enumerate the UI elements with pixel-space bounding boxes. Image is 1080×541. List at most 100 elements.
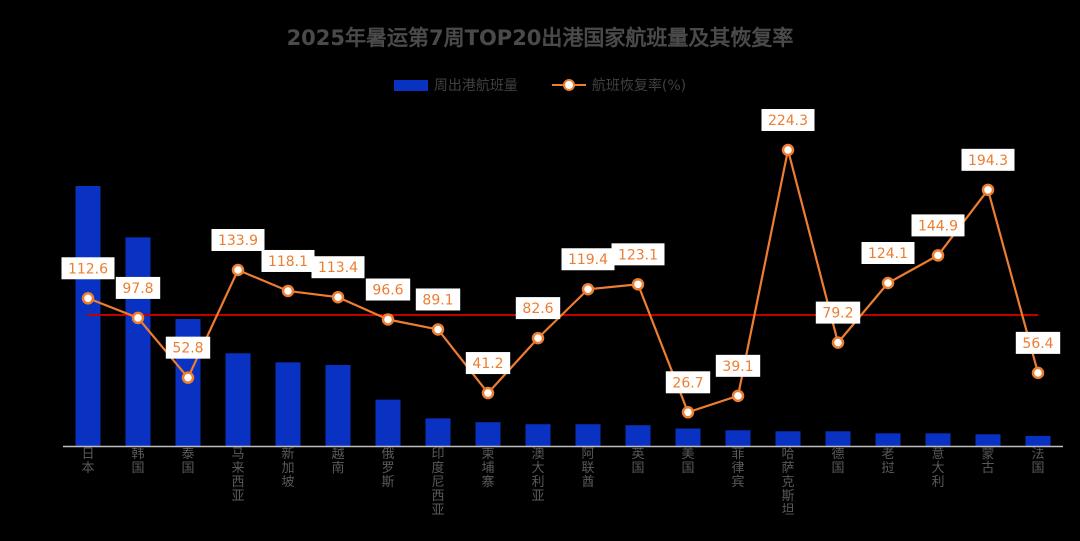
rate-label-16: 124.1 <box>868 246 908 262</box>
legend-bars-label: 周出港航班量 <box>433 78 518 94</box>
x-tick-label-5: 越南 <box>331 447 344 476</box>
x-tick-label-10: 阿联酋 <box>581 447 594 490</box>
rate-point-1 <box>131 311 145 325</box>
rate-label-bg-5 <box>311 256 365 279</box>
bar-12 <box>675 428 701 446</box>
rate-label-bg-10 <box>561 248 615 271</box>
x-tick-label-15: 德国 <box>831 447 844 476</box>
bar-17 <box>925 433 951 446</box>
x-tick-label-1: 韩国 <box>131 447 144 476</box>
rate-label-bg-12 <box>665 371 711 394</box>
x-tick-label-12: 美国 <box>681 447 694 476</box>
rate-label-4: 118.1 <box>268 254 308 270</box>
rate-label-19: 56.4 <box>1022 336 1053 352</box>
legend-bar-swatch <box>393 79 428 91</box>
rate-label-bg-11 <box>611 243 665 266</box>
x-tick-label-14: 哈萨克斯坦 <box>781 447 794 518</box>
rate-label-18: 194.3 <box>968 153 1008 169</box>
bar-3 <box>225 353 251 446</box>
rate-point-8 <box>481 386 495 400</box>
bar-1 <box>125 237 151 446</box>
rate-point-4 <box>281 284 295 298</box>
rate-point-5 <box>331 290 345 304</box>
x-tick-label-17: 意大利 <box>931 446 944 490</box>
x-tick-label-7: 印度尼西亚 <box>431 447 444 518</box>
legend: 周出港航班量 航班恢复率(%) <box>0 75 1080 95</box>
rate-label-13: 39.1 <box>722 359 753 375</box>
x-tick-label-0: 日本 <box>81 447 94 476</box>
x-tick-label-9: 澳大利亚 <box>531 446 544 504</box>
rate-point-18 <box>981 183 995 197</box>
rate-point-13 <box>731 389 745 403</box>
rate-label-bg-3 <box>211 229 265 251</box>
rate-label-7: 89.1 <box>422 292 453 308</box>
rate-label-11: 123.1 <box>618 247 658 263</box>
rate-label-9: 82.6 <box>522 301 553 317</box>
rate-label-bg-8 <box>465 352 511 375</box>
rate-label-8: 41.2 <box>472 356 503 372</box>
bar-9 <box>525 424 551 446</box>
rate-label-bg-13 <box>715 354 761 377</box>
rate-point-19 <box>1031 366 1045 380</box>
rate-label-bg-1 <box>115 276 161 299</box>
rate-label-5: 113.4 <box>318 260 358 276</box>
rate-point-14 <box>781 143 795 157</box>
bar-16 <box>875 433 901 446</box>
rate-point-7 <box>431 323 445 336</box>
x-tick-label-11: 英国 <box>631 447 644 476</box>
rate-point-10 <box>581 282 595 296</box>
rate-label-bg-18 <box>961 148 1015 171</box>
rate-label-bg-0 <box>61 257 115 280</box>
rate-point-11 <box>631 278 645 291</box>
rate-label-bg-9 <box>515 297 561 320</box>
bar-10 <box>575 424 601 446</box>
bar-5 <box>325 364 351 446</box>
chart-title: 2025年暑运第7周TOP20出港国家航班量及其恢复率 <box>286 26 794 50</box>
bar-19 <box>1025 435 1051 446</box>
rate-point-2 <box>181 371 195 384</box>
legend-item-bars: 周出港航班量 <box>393 75 518 95</box>
x-tick-label-18: 蒙古 <box>981 447 994 476</box>
x-tick-label-4: 新加坡 <box>281 446 294 490</box>
rate-label-2: 52.8 <box>172 341 203 357</box>
x-tick-label-8: 柬埔寨 <box>481 447 494 490</box>
rate-label-bg-14 <box>761 109 815 131</box>
x-tick-label-2: 泰国 <box>181 447 194 476</box>
rate-label-3: 133.9 <box>218 233 258 249</box>
rate-label-15: 79.2 <box>822 306 853 322</box>
rate-point-0 <box>81 292 95 305</box>
bar-8 <box>475 422 501 446</box>
rate-line <box>87 149 1040 414</box>
rate-point-16 <box>881 276 895 290</box>
rate-label-6: 96.6 <box>372 283 403 299</box>
x-tick-label-3: 马来西亚 <box>231 447 244 504</box>
bar-18 <box>975 434 1001 446</box>
rate-label-10: 119.4 <box>568 252 608 268</box>
rate-label-bg-16 <box>861 242 915 265</box>
rate-point-6 <box>381 313 395 326</box>
bar-15 <box>825 431 851 446</box>
bar-14 <box>775 431 801 446</box>
rate-point-9 <box>531 331 545 345</box>
rate-label-bg-19 <box>1015 331 1061 354</box>
x-tick-label-19: 法国 <box>1031 447 1044 476</box>
rate-point-15 <box>831 336 845 349</box>
rate-point-17 <box>931 249 945 262</box>
x-tick-label-16: 老挝 <box>881 447 894 476</box>
bar-6 <box>375 399 401 446</box>
rate-point-3 <box>231 263 245 277</box>
x-tick-label-13: 菲律宾 <box>731 447 744 490</box>
rate-label-bg-15 <box>815 301 861 324</box>
rate-label-bg-4 <box>261 249 315 272</box>
rate-point-12 <box>681 406 695 419</box>
rate-label-14: 224.3 <box>768 113 808 129</box>
rate-label-bg-2 <box>165 336 211 359</box>
rate-label-12: 26.7 <box>672 375 703 391</box>
rate-label-17: 144.9 <box>918 218 958 234</box>
rate-label-1: 97.8 <box>122 281 153 297</box>
rate-label-bg-17 <box>911 214 965 237</box>
bar-7 <box>425 418 451 446</box>
rate-label-bg-7 <box>415 288 461 311</box>
